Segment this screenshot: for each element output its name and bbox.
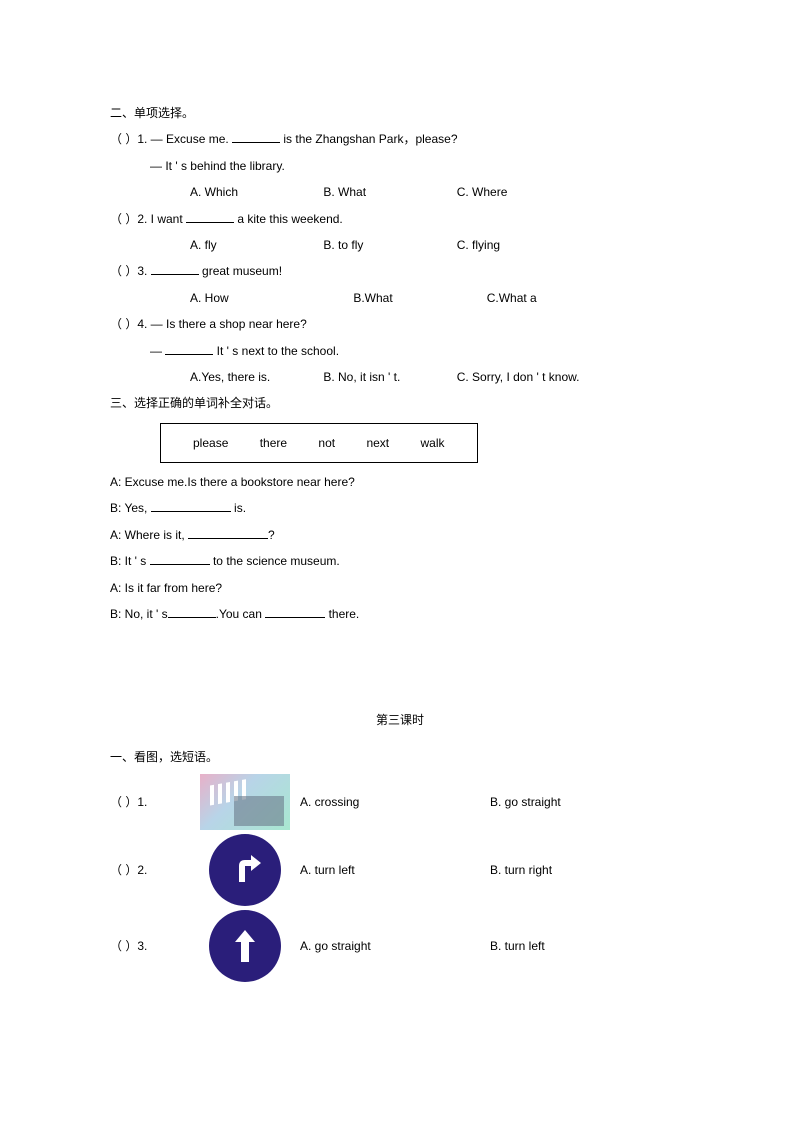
q2-after: a kite this weekend. [234, 212, 343, 226]
dialog-b3-blank2 [265, 606, 325, 618]
pic1-optA: A. crossing [300, 789, 490, 815]
q4-optA: A.Yes, there is. [190, 364, 320, 390]
q3-blank [151, 264, 199, 276]
dialog-b2-post: to the science museum. [210, 554, 340, 568]
dialog-a2-post: ? [268, 528, 275, 542]
dialog-b2-blank [150, 553, 210, 565]
dialog-b3-blank1 [168, 606, 216, 618]
section3-heading: 三、选择正确的单词补全对话。 [110, 390, 690, 416]
word-5: walk [420, 436, 444, 450]
dialog-b3-mid: .You can [216, 607, 266, 621]
q3-options: A. How B.What C.What a [190, 285, 690, 311]
pic3-optA: A. go straight [300, 933, 490, 959]
pic-row-3: （ ）3. A. go straight B. turn left [110, 910, 690, 982]
q1-optA: A. Which [190, 179, 320, 205]
dialog-a3: A: Is it far from here? [110, 575, 690, 601]
dialog-a1: A: Excuse me.Is there a bookstore near h… [110, 469, 690, 495]
q2-options: A. fly B. to fly C. flying [190, 232, 690, 258]
dialog-b1: B: Yes, is. [110, 495, 690, 521]
dialog-a2-blank [188, 527, 268, 539]
crossing-icon [200, 774, 290, 830]
word-bank: please there not next walk [160, 423, 478, 463]
q4-optC: C. Sorry, I don ' t know. [457, 364, 580, 390]
pic3-paren: （ ）3. [110, 933, 190, 959]
q1-options: A. Which B. What C. Where [190, 179, 690, 205]
pic-row-2: （ ）2. A. turn left B. turn right [110, 834, 690, 906]
q1-optC: C. Where [457, 179, 508, 205]
q1-optB: B. What [323, 179, 453, 205]
q4-blank [165, 343, 213, 355]
go-straight-sign-icon [209, 910, 281, 982]
word-2: there [260, 436, 287, 450]
pic1-paren: （ ）1. [110, 789, 190, 815]
q4-options: A.Yes, there is. B. No, it isn ' t. C. S… [190, 364, 690, 390]
dialog-b1-blank [151, 501, 231, 513]
word-1: please [193, 436, 228, 450]
q2-blank [186, 211, 234, 223]
q3-after: great museum! [199, 264, 282, 278]
q3-stem: （ ）3. great museum! [110, 258, 690, 284]
pic1-optB: B. go straight [490, 789, 561, 815]
dialog-a2-pre: A: Where is it, [110, 528, 188, 542]
pic-row-1: （ ）1. A. crossing B. go straight [110, 774, 690, 830]
pic2-optB: B. turn right [490, 857, 552, 883]
q3-paren: （ ）3. [110, 264, 151, 278]
pic2-paren: （ ）2. [110, 857, 190, 883]
q3-optC: C.What a [487, 285, 537, 311]
lesson-title: 第三课时 [110, 707, 690, 733]
dialog-b1-post: is. [231, 501, 246, 515]
q2-paren: （ ）2. I want [110, 212, 186, 226]
word-4: next [366, 436, 389, 450]
dialog-a2: A: Where is it, ? [110, 522, 690, 548]
dialog-b3: B: No, it ' s .You can there. [110, 601, 690, 627]
dialog-b2: B: It ' s to the science museum. [110, 548, 690, 574]
q4-reply: — It ' s next to the school. [150, 338, 690, 364]
q2-optC: C. flying [457, 232, 500, 258]
dialog-b1-pre: B: Yes, [110, 501, 151, 515]
q3-optB: B.What [353, 285, 483, 311]
q1-after: is the Zhangshan Park，please? [280, 132, 457, 146]
q1-blank [232, 132, 280, 144]
q2-optA: A. fly [190, 232, 320, 258]
q1-paren: （ ）1. — Excuse me. [110, 132, 232, 146]
q3-optA: A. How [190, 285, 350, 311]
q4-reply-post: It ' s next to the school. [213, 344, 339, 358]
dialog-b2-pre: B: It ' s [110, 554, 150, 568]
dialog-b3-post: there. [325, 607, 359, 621]
q4-stem: （ ）4. — Is there a shop near here? [110, 311, 690, 337]
section2-heading: 二、单项选择。 [110, 100, 690, 126]
q2-optB: B. to fly [323, 232, 453, 258]
pic3-optB: B. turn left [490, 933, 545, 959]
q4-optB: B. No, it isn ' t. [323, 364, 453, 390]
q2-stem: （ ）2. I want a kite this weekend. [110, 206, 690, 232]
q1-stem: （ ）1. — Excuse me. is the Zhangshan Park… [110, 126, 690, 152]
section1b-heading: 一、看图，选短语。 [110, 744, 690, 770]
pic2-optA: A. turn left [300, 857, 490, 883]
word-3: not [318, 436, 335, 450]
dialog-b3-pre: B: No, it ' s [110, 607, 168, 621]
q1-reply: — It ' s behind the library. [150, 153, 690, 179]
turn-right-sign-icon [209, 834, 281, 906]
q4-reply-pre: — [150, 344, 165, 358]
